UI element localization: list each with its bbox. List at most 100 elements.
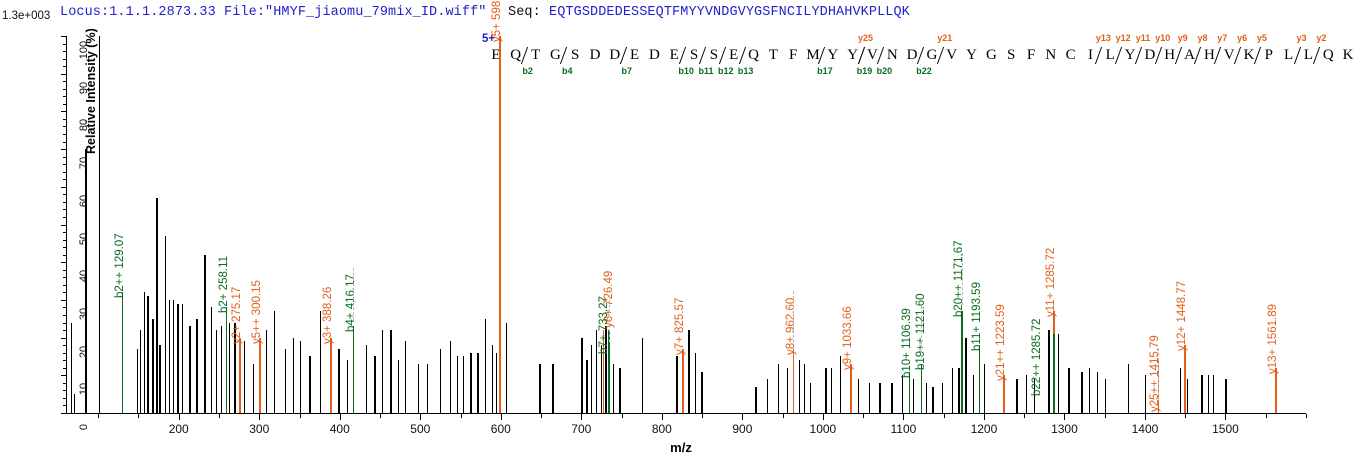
y-axis-line [66, 36, 67, 413]
peak-label: b4+ 416.17 [344, 274, 357, 333]
ladder-b-ion-label: b17 [817, 66, 833, 76]
header-bar: 1.3e+003 Locus:1.1.1.2873.33 File:"HMYF_… [0, 0, 1362, 26]
label-leader-line [353, 268, 355, 321]
x-axis-tick-label: 400 [329, 422, 350, 436]
x-axis-minor-tick [380, 414, 382, 418]
spectrum-peak [491, 345, 494, 413]
spectrum-peak-annotated [978, 345, 981, 413]
spectrum-peak [1068, 367, 1070, 413]
y-axis-tick-label: 80 [78, 119, 90, 132]
x-axis-tick-label: 500 [410, 422, 431, 436]
y-axis-tick [61, 299, 66, 301]
ladder-residue: N [1045, 47, 1057, 63]
ladder-residue: S [709, 47, 719, 63]
x-axis-tick-label: 200 [168, 422, 189, 436]
ladder-residue: E [491, 47, 501, 63]
spectrum-peak [426, 364, 429, 413]
y-axis-minor-tick [63, 156, 66, 158]
ladder-residue: E [669, 47, 679, 63]
x-axis-minor-tick [138, 414, 140, 418]
spectrum-peak [600, 345, 603, 413]
y-axis-minor-tick [63, 103, 66, 105]
x-axis-title: m/z [670, 440, 692, 455]
x-axis-tick [1225, 414, 1227, 420]
locus-file-text: Locus:1.1.1.2873.33 File:"HMYF_jiaomu_79… [60, 5, 487, 20]
y-axis-tick-label: 100 [78, 40, 90, 60]
y-axis-minor-tick [63, 405, 66, 407]
y-axis-tick-label: 10 [78, 383, 90, 396]
spectrum-peak [1225, 379, 1227, 413]
spectrum-peak [581, 337, 583, 413]
ladder-residue: L [1303, 47, 1314, 63]
y-axis-tick-label: 30 [78, 307, 90, 321]
spectrum-peak [810, 382, 812, 413]
ladder-residue: Y [1124, 47, 1136, 63]
spectrum-peak-annotated [259, 337, 261, 413]
spectrum-peak [265, 330, 268, 413]
peak-label: y7+ 825.57 [674, 297, 687, 355]
spectrum-peak [1081, 371, 1083, 413]
ladder-b-ion-label: b13 [737, 66, 754, 76]
x-axis-tick [500, 414, 502, 420]
ladder-y-ion-label: y12 [1115, 33, 1131, 43]
spectrum-peak [586, 360, 588, 413]
ladder-y-ion-label: y21 [937, 33, 953, 43]
sequence-prefix-label: Seq: [508, 5, 550, 20]
ladder-y-ion-label: y2 [1316, 33, 1327, 43]
peak-label: y3+ 388.26 [322, 286, 335, 344]
spectrum-peak-annotated [1052, 333, 1055, 413]
ladder-residue: I [1087, 47, 1093, 63]
spectrum-peak [189, 326, 191, 413]
y-axis-tick-label: 50 [78, 232, 90, 245]
ladder-residue: P [1264, 47, 1273, 63]
spectrum-peak [1048, 330, 1050, 413]
spectrum-plot-area: Relative Intensity (%) 0 10 20 30 40 50 60 70 80… [61, 0, 1307, 436]
spectrum-peak [243, 341, 246, 413]
ladder-y-ion-label: y13 [1095, 33, 1111, 43]
spectrum-peak-annotated [908, 371, 911, 413]
peak-label: y11+ 1285.72 [1044, 248, 1057, 318]
ladder-residue: H [1164, 47, 1176, 63]
ladder-b-ion-label: b2 [522, 66, 533, 76]
ladder-residue: K [1342, 47, 1354, 63]
label-leader-line [961, 253, 963, 306]
sequence-value: EQTGSDDEDESSEQTFMYYVNDGVYGSFNCILYDHAHVKP… [549, 5, 910, 20]
label-leader-line [921, 305, 923, 358]
peak-label: b10+ 1106.39 [900, 307, 913, 378]
spectrum-peak [1144, 375, 1147, 413]
y-axis-tick-label: 20 [78, 345, 90, 358]
spectrum-peak [825, 367, 827, 413]
peak-label: b2+ 258.11 [217, 256, 230, 314]
x-axis-tick-label: 900 [732, 422, 753, 436]
y-axis-minor-tick [63, 126, 66, 128]
y-axis-minor-tick [63, 96, 66, 98]
x-axis-tick [983, 414, 985, 420]
sequence-text: Seq: EQTGSDDEDESSEQTFMYYVNDGVYGSFNCILYDH… [508, 5, 910, 20]
y-axis-minor-tick [63, 367, 66, 369]
ladder-residue: V [1223, 47, 1235, 63]
ladder-residue: L [1105, 47, 1115, 63]
ladder-b-ion-label: b10 [678, 66, 694, 76]
spectrum-peak [293, 337, 295, 413]
spectrum-peak [70, 322, 73, 413]
x-axis-tick [822, 414, 824, 420]
y-axis-tick [61, 375, 66, 377]
x-axis-minor-tick [1024, 414, 1026, 418]
ladder-residue: N [886, 47, 898, 63]
spectrum-peak-annotated [225, 307, 228, 413]
spectrum-peak [85, 149, 87, 413]
peak-label: b22++ 1285.72 [1030, 318, 1043, 396]
spectrum-peak-annotated [608, 330, 610, 413]
spectrum-peak [786, 367, 789, 413]
spectrum-peak [1212, 375, 1214, 413]
x-axis-minor-tick [782, 414, 784, 418]
spectrum-peak [1104, 379, 1107, 413]
peak-label: y8+ 962.60 [784, 297, 797, 355]
spectrum-peak [925, 382, 928, 413]
spectrum-peak [99, 36, 101, 413]
spectrum-peak [605, 326, 607, 413]
spectrum-peak [220, 326, 222, 413]
ladder-y-ion-label: y11 [1135, 33, 1151, 43]
y-axis-minor-tick [63, 216, 66, 218]
x-axis-tick [903, 414, 905, 420]
